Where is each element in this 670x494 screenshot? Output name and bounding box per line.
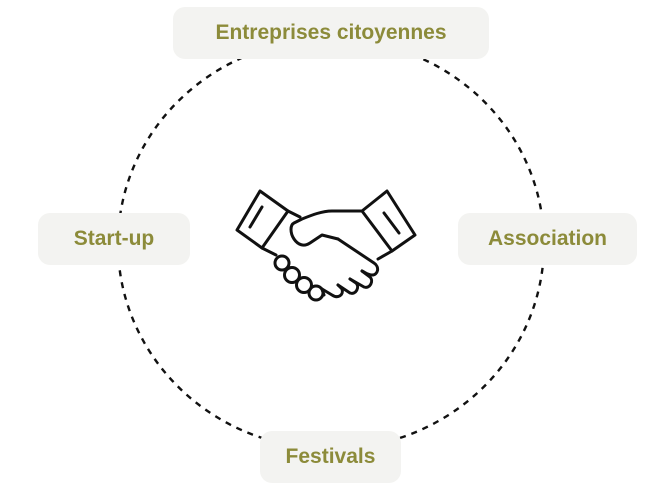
node-label: Festivals bbox=[285, 445, 376, 468]
node-label: Association bbox=[487, 227, 608, 250]
node-association: Association bbox=[458, 213, 637, 265]
node-label: Entreprises citoyennes bbox=[215, 21, 447, 44]
handshake-icon bbox=[235, 189, 417, 302]
node-start-up: Start-up bbox=[38, 213, 190, 265]
node-label: Start-up bbox=[73, 227, 155, 250]
node-entreprises-citoyennes: Entreprises citoyennes bbox=[173, 7, 489, 59]
node-festivals: Festivals bbox=[260, 431, 401, 483]
